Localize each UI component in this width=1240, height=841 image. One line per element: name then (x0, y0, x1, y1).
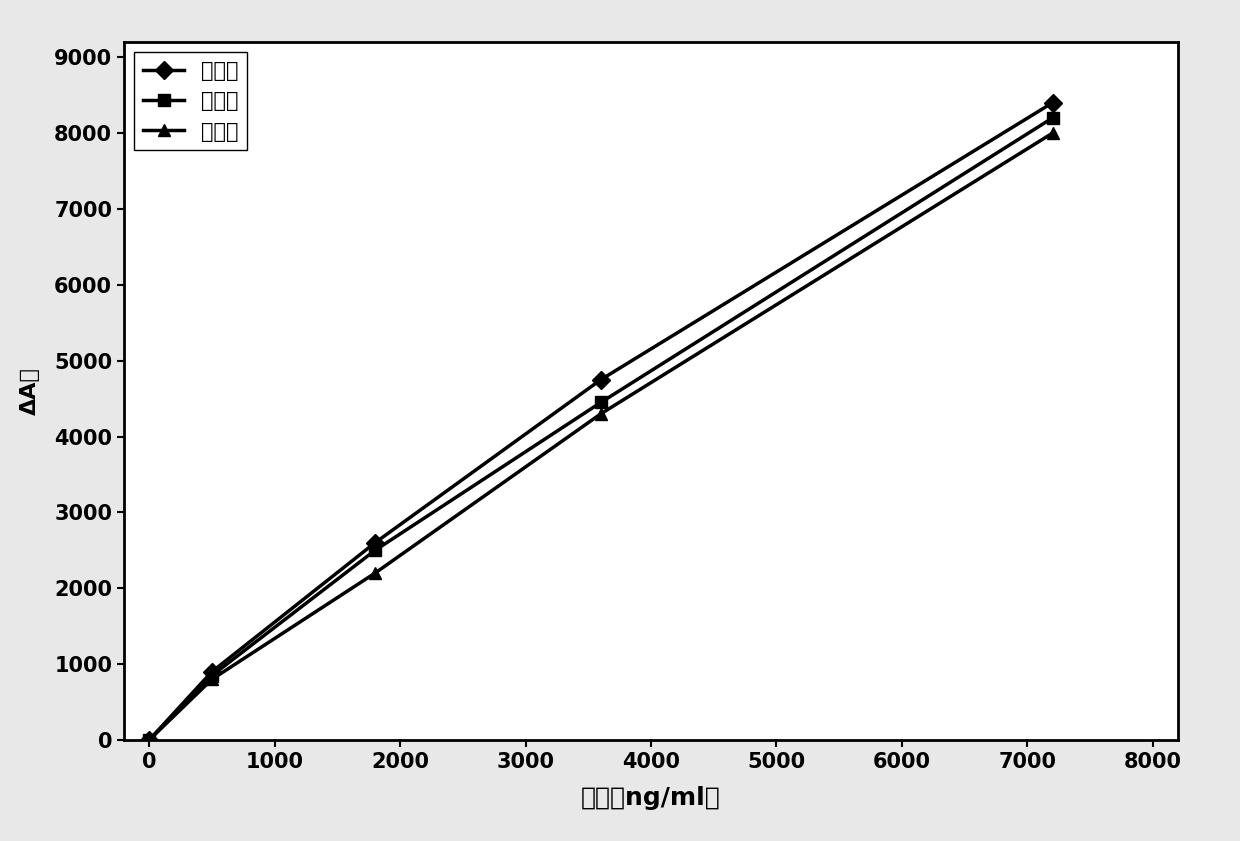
配比一 (594, 374, 609, 384)
配比三 (594, 409, 609, 419)
Y-axis label: ΔA値: ΔA値 (20, 368, 40, 415)
Legend: 配比一, 配比二, 配比三: 配比一, 配比二, 配比三 (134, 52, 247, 150)
配比二 (594, 398, 609, 408)
配比一 (205, 667, 219, 677)
配比三 (1045, 128, 1060, 138)
配比二 (1045, 113, 1060, 123)
配比一 (1045, 98, 1060, 108)
配比三 (205, 674, 219, 685)
Line: 配比三: 配比三 (143, 127, 1059, 746)
配比二 (205, 670, 219, 680)
配比一 (367, 537, 382, 547)
Line: 配比一: 配比一 (143, 97, 1059, 746)
配比三 (367, 569, 382, 579)
配比二 (367, 545, 382, 555)
配比一 (141, 735, 156, 745)
配比二 (141, 735, 156, 745)
X-axis label: 浓度（ng/ml）: 浓度（ng/ml） (582, 785, 720, 810)
配比三 (141, 735, 156, 745)
Line: 配比二: 配比二 (143, 112, 1059, 746)
